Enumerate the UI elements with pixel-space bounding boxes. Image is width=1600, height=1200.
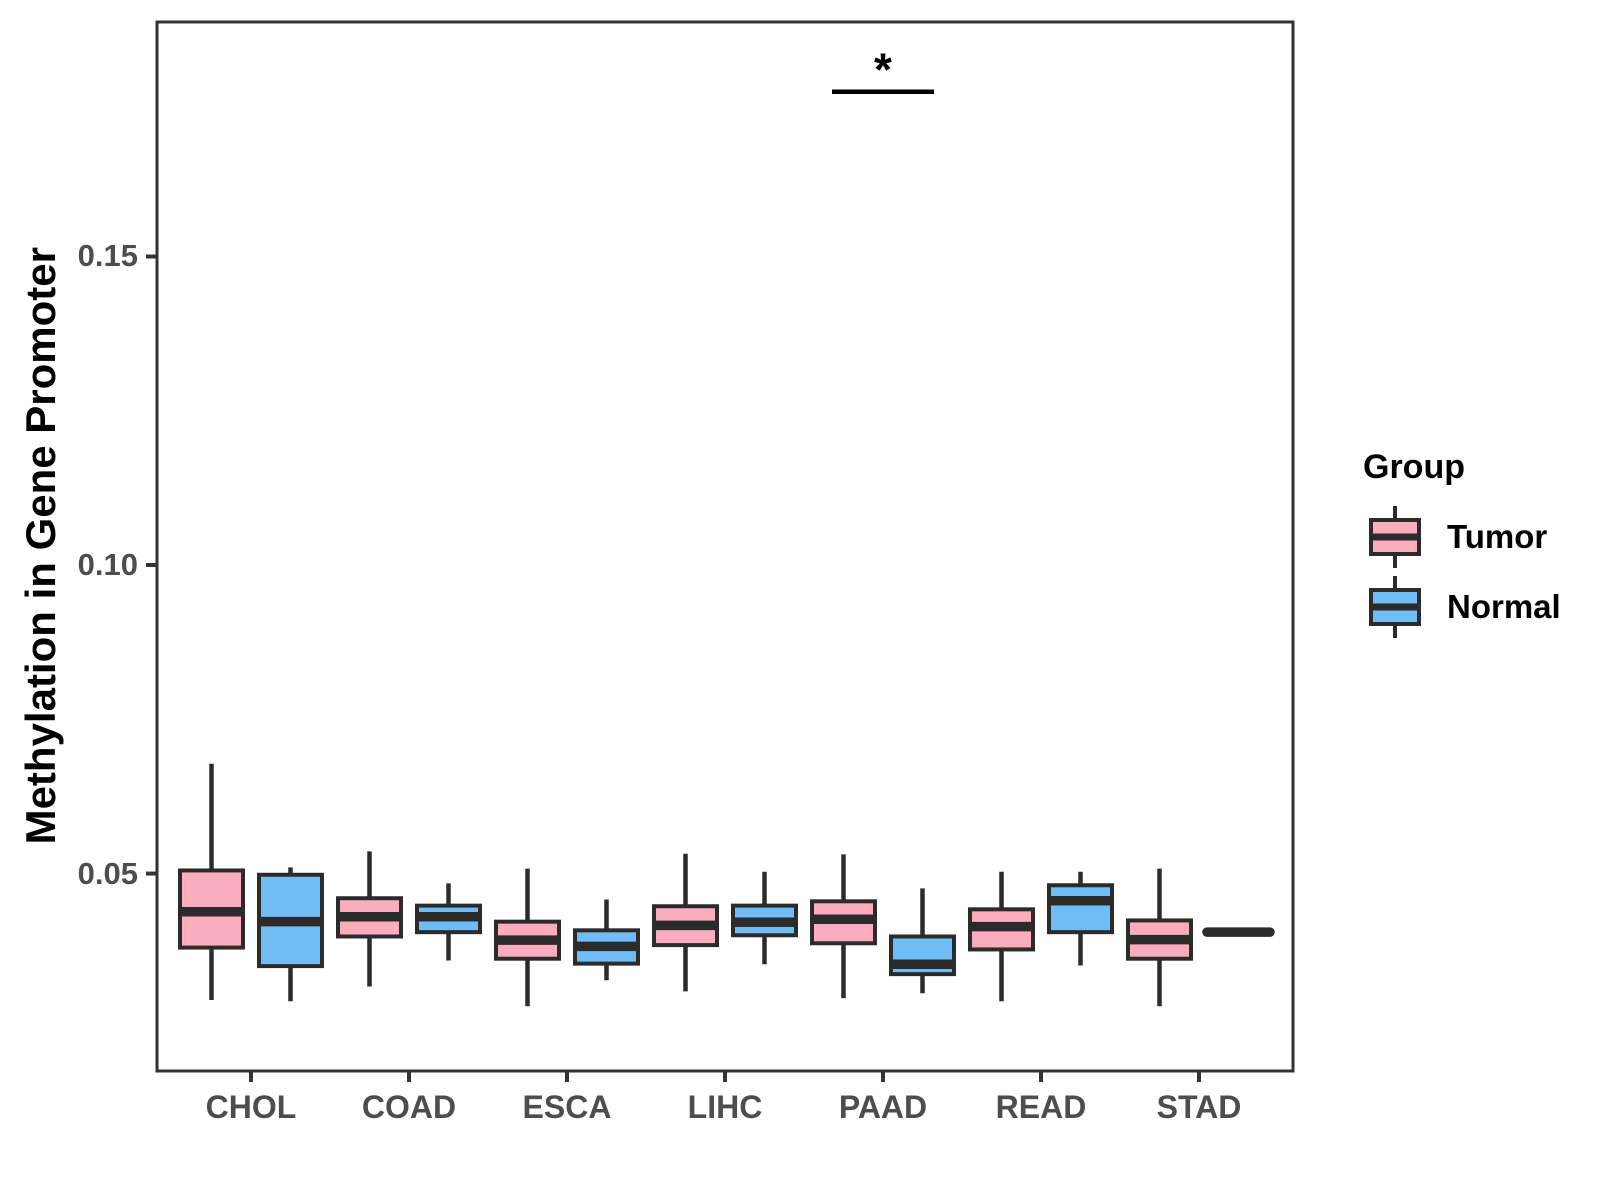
legend-title: Group <box>1363 448 1465 486</box>
legend-label-normal: Normal <box>1447 588 1561 625</box>
tumor-boxplot-key-icon <box>1369 506 1421 568</box>
box-read-normal <box>1047 883 1114 935</box>
y-tick-label-0.15: 0.15 <box>77 238 138 274</box>
x-axis-label-coad: COAD <box>361 1089 457 1125</box>
normal-boxplot-key-icon <box>1369 576 1421 638</box>
x-axis-label-chol: CHOL <box>205 1089 297 1125</box>
legend-label-tumor: Tumor <box>1447 518 1548 555</box>
y-tick-label-0.10: 0.10 <box>77 547 138 582</box>
x-axis-label-esca: ESCA <box>522 1089 612 1125</box>
significance-star: * <box>874 44 892 96</box>
legend-entry-tumor: Tumor <box>1367 504 1547 570</box>
y-tick-label-0.05: 0.05 <box>77 855 138 891</box>
x-axis-label-lihc: LIHC <box>687 1089 763 1125</box>
x-axis-label-stad: STAD <box>1156 1089 1242 1125</box>
legend-entry-normal: Normal <box>1367 574 1561 640</box>
panel-border <box>155 20 1295 1073</box>
x-axis-label-paad: PAAD <box>838 1089 928 1125</box>
x-axis-label-read: READ <box>995 1089 1087 1125</box>
